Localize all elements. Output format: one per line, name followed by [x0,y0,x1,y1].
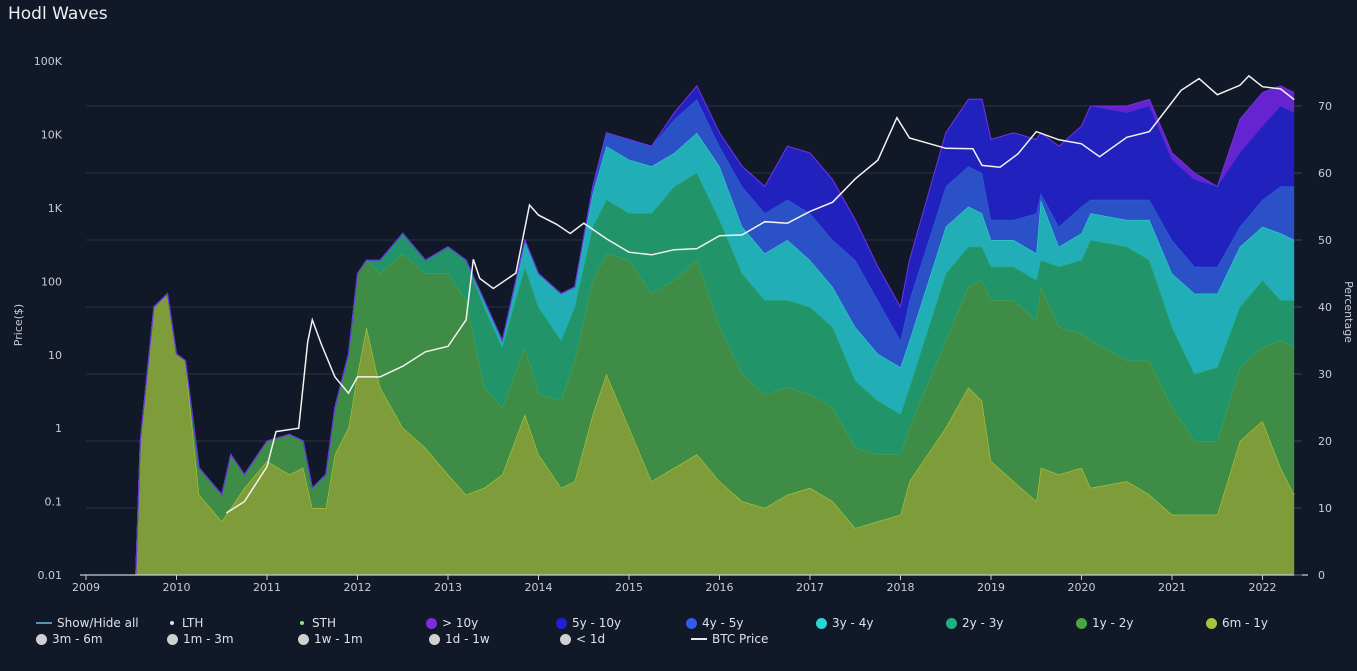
x-tick-label: 2021 [1158,581,1186,594]
dot-marker-icon [300,621,304,625]
y-right-tick-label: 10 [1318,502,1332,515]
line-marker-icon [691,638,707,640]
legend-label: 3m - 6m [52,632,103,646]
y-left-tick-label: 1K [48,202,63,215]
y-right-tick-label: 40 [1318,301,1332,314]
dot-marker-icon [167,633,178,645]
x-tick-label: 2020 [1068,581,1096,594]
legend-item-1w-1m[interactable]: 1w - 1m [298,632,429,646]
x-tick-label: 2017 [796,581,824,594]
legend-row-1: Show/Hide all LTH STH > 10y 5y - 10y 4y - 5y 3… [36,615,1336,631]
legend-item-sth[interactable]: STH [296,616,426,630]
legend-label: 2y - 3y [962,616,1004,630]
area-3y-4y [135,132,1295,576]
btc-price-line [225,74,1295,514]
dot-marker-icon [686,617,697,629]
legend-label: BTC Price [712,632,769,646]
hodl-waves-chart: 2009 2010 2011 2012 2013 2014 2015 2016 2017 2018… [12,55,1355,594]
x-tick-label: 2018 [887,581,915,594]
legend: Show/Hide all LTH STH > 10y 5y - 10y 4y - 5y 3… [36,615,1336,647]
y-right-tick-label: 0 [1318,569,1325,582]
legend-label: Show/Hide all [57,616,139,630]
area-1y-2y [135,253,1295,575]
dot-marker-icon [560,633,571,645]
y-left-tick-label: 10 [48,349,62,362]
legend-label: 4y - 5y [702,616,744,630]
legend-item-1d-1w[interactable]: 1d - 1w [429,632,560,646]
y-axis-right-label: Percentage [1342,281,1355,343]
legend-label: 3y - 4y [832,616,874,630]
legend-item-lth[interactable]: LTH [166,616,296,630]
dot-marker-icon [426,617,437,629]
legend-item-1d[interactable]: < 1d [560,632,691,646]
dot-marker-icon [298,633,309,645]
legend-label: 1m - 3m [183,632,234,646]
legend-item-10y[interactable]: > 10y [426,616,556,630]
area-5y-10y [135,85,1295,576]
dot-marker-icon [36,633,47,645]
legend-item-2y-3y[interactable]: 2y - 3y [946,616,1076,630]
legend-label: < 1d [576,632,606,646]
y-left-tick-label: 10K [41,129,63,142]
legend-item-4y-5y[interactable]: 4y - 5y [686,616,816,630]
x-tick-label: 2019 [977,581,1005,594]
stacked-areas [135,84,1295,576]
y-left-tick-label: 100 [41,275,62,288]
x-tick-label: 2012 [344,581,372,594]
y-left-tick-label: 1 [55,422,62,435]
btc-price-line-group [225,74,1295,514]
y-right-tick-label: 70 [1318,100,1332,113]
legend-item-5y-10y[interactable]: 5y - 10y [556,616,686,630]
dot-marker-icon [556,617,567,629]
x-tick-label: 2015 [615,581,643,594]
y-right-tick-label: 60 [1318,167,1332,180]
x-tick-label: 2014 [525,581,553,594]
dot-marker-icon [1206,617,1217,629]
legend-label: 1d - 1w [445,632,490,646]
x-tick-label: 2009 [72,581,100,594]
area-2y-3y [135,173,1295,575]
legend-item-show-hide-all[interactable]: Show/Hide all [36,616,166,630]
legend-item-3y-4y[interactable]: 3y - 4y [816,616,946,630]
x-tick-label: 2016 [706,581,734,594]
dot-marker-icon [946,617,957,629]
y-left-tick-label: 0.01 [38,569,63,582]
legend-label: LTH [182,616,204,630]
y-left-tick-label: 0.1 [45,496,63,509]
legend-item-btc-price[interactable]: BTC Price [691,632,822,646]
legend-label: STH [312,616,336,630]
legend-label: 6m - 1y [1222,616,1269,630]
chart-title: Hodl Waves [8,4,108,24]
line-marker-icon [36,622,52,624]
legend-label: > 10y [442,616,479,630]
legend-item-3m-6m[interactable]: 3m - 6m [36,632,167,646]
area-edge-6 [135,84,1295,576]
y-right-tick-label: 20 [1318,435,1332,448]
legend-item-1y-2y[interactable]: 1y - 2y [1076,616,1206,630]
y-right-tick-label: 50 [1318,234,1332,247]
legend-label: 1w - 1m [314,632,363,646]
x-tick-label: 2010 [163,581,191,594]
legend-label: 5y - 10y [572,616,622,630]
legend-label: 1y - 2y [1092,616,1134,630]
x-tick-label: 2022 [1249,581,1277,594]
dot-marker-icon [1076,617,1087,629]
y-axis-left-label: Price($) [12,304,25,346]
dot-marker-icon [429,633,440,645]
dot-marker-icon [816,617,827,629]
y-left-tick-label: 100K [34,55,63,68]
legend-item-6m-1y[interactable]: 6m - 1y [1206,616,1336,630]
axes: 2009 2010 2011 2012 2013 2014 2015 2016 2017 2018… [34,55,1332,594]
legend-item-1m-3m[interactable]: 1m - 3m [167,632,298,646]
dot-marker-icon [170,621,174,625]
legend-row-2: 3m - 6m 1m - 3m 1w - 1m 1d - 1w < 1d BTC Pric… [36,631,1336,647]
area-6m-1y [135,293,1295,575]
x-tick-label: 2011 [253,581,281,594]
y-right-tick-label: 30 [1318,368,1332,381]
x-tick-label: 2013 [434,581,462,594]
